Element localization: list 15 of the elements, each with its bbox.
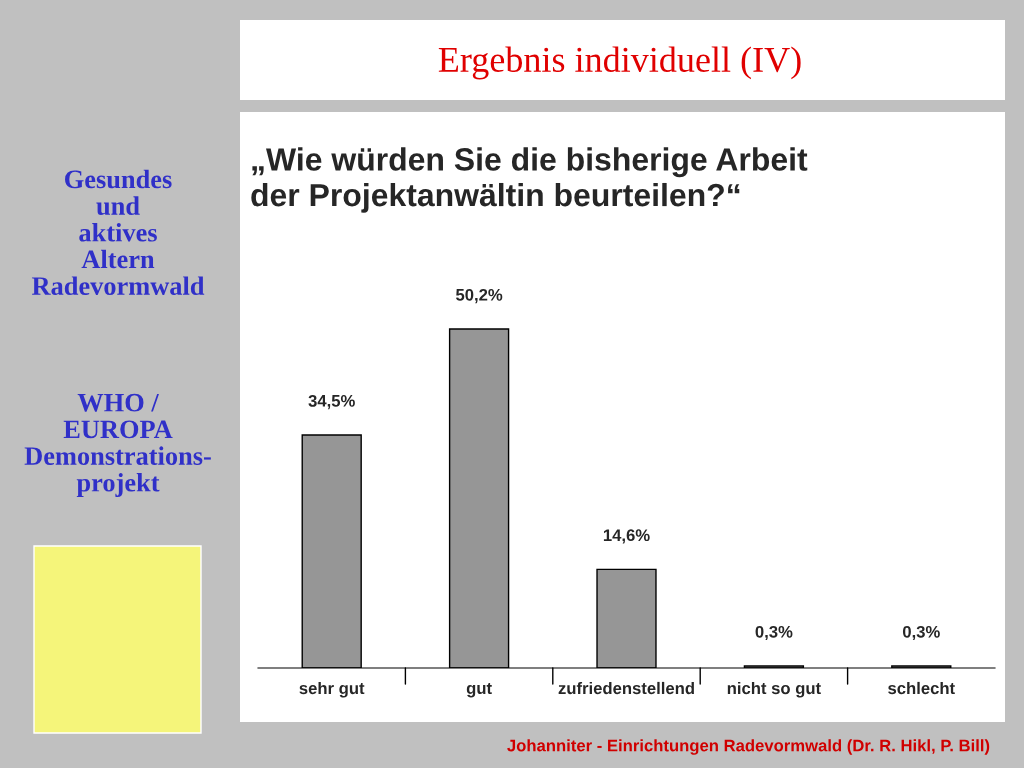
x-tick-label: zufriedenstellend xyxy=(558,681,694,695)
x-tick-label: schlecht xyxy=(888,681,955,695)
data-label: 14,6% xyxy=(603,529,650,544)
text: WHO / EUROPA Demonstrations- projekt xyxy=(24,393,211,497)
data-label: 50,2% xyxy=(455,288,503,304)
x-tick-label: sehr gut xyxy=(299,681,365,698)
x-tick-label: nicht so gut xyxy=(727,681,821,698)
text: Gesundes und aktives Altern Radevormwald xyxy=(31,169,205,295)
chart-title: Ergebnis individuell (IV) xyxy=(438,46,801,80)
data-label: 34,5% xyxy=(308,394,355,410)
x-tick-label: gut xyxy=(466,683,492,698)
data-label: 0,3% xyxy=(755,625,793,641)
chart-subtitle: „Wie würden Sie die bisherige Arbeit der Projektanwältin beurteilen?“ xyxy=(251,147,808,213)
data-label: 0,3% xyxy=(902,625,940,641)
text: Johanniter - Einrichtungen Radevormwald (Dr. R. Hikl, P. Bill) xyxy=(507,739,990,755)
